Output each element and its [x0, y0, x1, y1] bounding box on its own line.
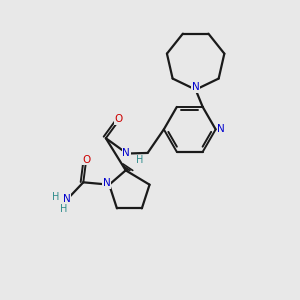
Text: O: O: [114, 114, 123, 124]
Text: N: N: [192, 82, 200, 92]
Text: H: H: [52, 192, 60, 202]
Text: H: H: [136, 155, 143, 165]
Text: N: N: [63, 194, 70, 204]
Text: N: N: [217, 124, 225, 134]
Text: N: N: [103, 178, 111, 188]
Text: O: O: [82, 154, 90, 165]
Text: H: H: [61, 204, 68, 214]
Text: N: N: [122, 148, 130, 158]
